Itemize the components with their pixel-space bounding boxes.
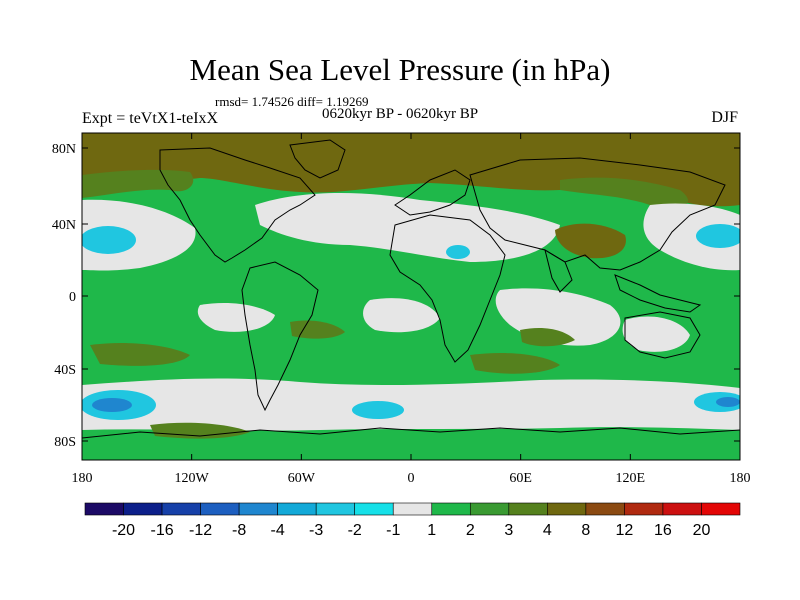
coastlines — [82, 139, 740, 439]
lon-tick-label: 120W — [175, 471, 210, 486]
coast-south-america — [241, 261, 319, 412]
colorbar-swatch — [624, 502, 664, 516]
coast-asia — [469, 157, 726, 271]
field-blue-s-pacific-core — [92, 398, 132, 412]
colorbar-label: -1 — [386, 522, 400, 539]
colorbar-label: 2 — [466, 522, 475, 539]
field-north-olive — [82, 169, 194, 198]
colorbar-swatch — [277, 502, 317, 516]
field-cyan-n-pacific-e — [696, 224, 740, 248]
coast-se-asia — [614, 274, 702, 313]
coast-india — [544, 248, 573, 293]
field-grey-southern-ocean — [82, 378, 740, 431]
lat-tick-label: 80S — [54, 435, 76, 450]
colorbar-label: -8 — [232, 522, 246, 539]
coast-africa — [389, 214, 506, 363]
coast-australia — [624, 311, 701, 359]
lat-tick-label: 80N — [52, 142, 76, 157]
colorbar-swatch — [200, 502, 240, 516]
map-axes: 80N 40N 0 40S 80S 180 120W 60W 0 60E 120E 180 — [52, 133, 751, 486]
colorbar-label: -4 — [271, 522, 285, 539]
lat-tick-label: 40S — [54, 363, 76, 378]
lon-tick-label: 60E — [509, 471, 532, 486]
field-grey-s-pacific — [197, 303, 275, 332]
field-north-brown — [82, 133, 740, 207]
field-cyan-n-pacific — [82, 226, 136, 254]
coast-antarctica — [82, 427, 740, 439]
field-grey-pacific-n2 — [643, 203, 740, 271]
lat-tick-label: 0 — [69, 290, 76, 305]
coast-greenland — [289, 139, 346, 179]
coast-north-america — [159, 147, 316, 263]
colorbar-label: 4 — [543, 522, 552, 539]
colorbar-label: -20 — [112, 522, 135, 539]
colorbar-swatch — [238, 502, 278, 516]
colorbar-label: -12 — [189, 522, 212, 539]
colorbar-label: -16 — [150, 522, 173, 539]
field-brown-asia — [555, 223, 626, 259]
lon-tick-label: 60W — [288, 471, 316, 486]
field-cyan-s-indian-core — [716, 397, 740, 407]
colorbar-swatch — [315, 502, 356, 516]
period-label: 0620kyr BP - 0620kyr BP — [322, 106, 479, 122]
colorbar-swatch — [84, 502, 124, 516]
colorbar-label: 12 — [616, 522, 634, 539]
lat-tick-label: 40N — [52, 218, 76, 233]
field-olive-n-s-amer — [290, 320, 345, 339]
colorbar-label: -2 — [348, 522, 362, 539]
lon-tick-label: 120E — [616, 471, 646, 486]
colorbar-label: 20 — [693, 522, 711, 539]
pressure-field — [82, 133, 740, 460]
colorbar-swatch — [662, 502, 702, 516]
colorbar-label: 1 — [427, 522, 436, 539]
colorbar-label: 8 — [581, 522, 590, 539]
field-grey-n-atlantic — [255, 193, 560, 262]
colorbar-swatch — [547, 502, 587, 516]
lon-tick-label: 180 — [72, 471, 93, 486]
field-cyan-sahara — [446, 245, 470, 259]
colorbar-swatch — [469, 502, 510, 516]
field-olive-s-atlantic — [470, 353, 560, 374]
colorbar-swatch — [123, 502, 163, 516]
season-label: DJF — [711, 109, 738, 126]
field-olive-s-pacific — [90, 343, 190, 366]
colorbar-swatch — [701, 502, 741, 516]
colorbar-swatch — [161, 502, 201, 516]
colorbar-swatch — [508, 502, 548, 516]
colorbar-label: 16 — [654, 522, 672, 539]
field-olive-indian — [520, 328, 575, 347]
colorbar-label: -3 — [309, 522, 323, 539]
colorbar-swatch — [354, 502, 394, 516]
colorbar: -20 -16 -12 -8 -4 -3 -2 -1 1 2 3 4 8 12 16 20 — [84, 502, 741, 539]
chart-title: Mean Sea Level Pressure (in hPa) — [189, 52, 611, 87]
colorbar-swatch — [431, 502, 471, 516]
field-cyan-s-atlantic-low — [352, 401, 404, 419]
lon-tick-label: 180 — [730, 471, 751, 486]
field-grey-africa-s — [363, 298, 440, 333]
coast-europe — [394, 169, 471, 216]
field-north-olive-2 — [560, 177, 689, 208]
colorbar-swatch — [585, 502, 625, 516]
lon-tick-label: 0 — [408, 471, 415, 486]
stats-label: rmsd= 1.74526 diff= 1.19269 — [215, 94, 369, 109]
colorbar-label: 3 — [504, 522, 513, 539]
field-grey-australia — [622, 316, 690, 352]
colorbar-swatch — [392, 502, 433, 516]
experiment-label: Expt = teVtX1-teIxX — [82, 110, 219, 127]
